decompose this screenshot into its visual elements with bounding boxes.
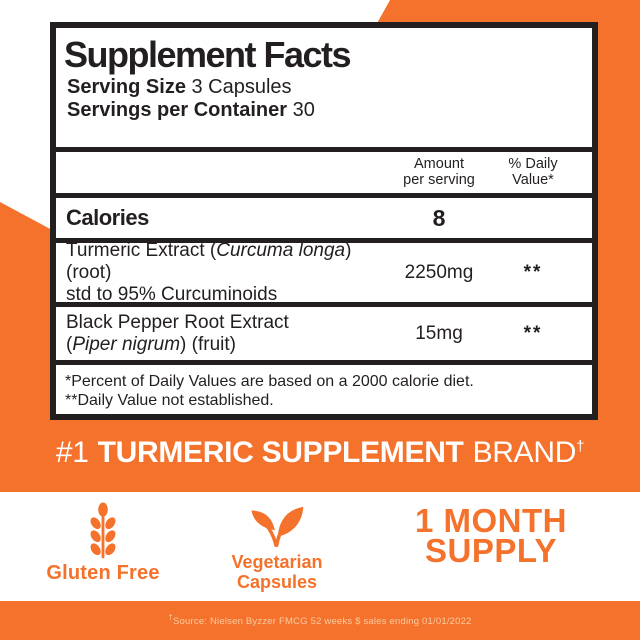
ingredient-daily-value: ** <box>523 261 543 283</box>
divider <box>56 147 592 152</box>
divider <box>56 193 592 198</box>
ingredient-daily-value: ** <box>523 322 543 344</box>
table-row-black-pepper: Black Pepper Root Extract (Piper nigrum)… <box>56 307 592 360</box>
serving-size-line: Serving Size 3 Capsules <box>64 76 582 99</box>
panel-title: Supplement Facts <box>64 34 352 75</box>
serving-size-label: Serving Size <box>67 76 186 98</box>
table-row-turmeric: Turmeric Extract (Curcuma longa) (root) … <box>56 239 592 305</box>
footnote-daily-values: *Percent of Daily Values are based on a … <box>65 373 474 390</box>
calories-label: Calories <box>66 205 149 230</box>
vegetarian-capsules-badge: Vegetarian Capsules <box>208 504 346 592</box>
banner-suffix: BRAND <box>472 436 577 469</box>
ingredient-name: Turmeric Extract (Curcuma longa) (root) … <box>66 239 352 305</box>
servings-per-container-line: Servings per Container 30 <box>64 99 582 122</box>
serving-size-value: 3 Capsules <box>191 76 292 98</box>
daily-value-column-header: % Daily Value* <box>508 156 558 188</box>
panel-header-section: Supplement Facts Serving Size 3 Capsules… <box>56 28 592 147</box>
supply-line1: 1 MONTH <box>415 502 567 539</box>
one-month-supply-badge: 1 MONTH SUPPLY <box>398 502 584 569</box>
ingredient-amount: 15mg <box>415 322 463 344</box>
divider <box>56 238 592 243</box>
footer-source-text: Source: Nielsen Byzzer FMCG 52 weeks $ s… <box>173 616 472 628</box>
supply-line2: SUPPLY <box>424 532 557 569</box>
amount-column-header: Amount per serving <box>403 156 475 188</box>
supplement-facts-panel: Supplement Facts Serving Size 3 Capsules… <box>50 22 598 420</box>
gluten-free-badge: Gluten Free <box>40 501 166 585</box>
divider <box>56 302 592 307</box>
servings-value: 30 <box>292 99 315 121</box>
footer-dagger: † <box>168 613 173 622</box>
column-headers: Amount per serving % Daily Value* <box>56 152 592 193</box>
gluten-free-label: Gluten Free <box>46 562 160 584</box>
divider <box>56 360 592 365</box>
two-leaves-icon <box>251 506 304 547</box>
footnote-not-established: **Daily Value not established. <box>65 392 274 409</box>
ingredient-amount: 2250mg <box>404 261 474 283</box>
wheat-grain-icon <box>90 502 116 559</box>
banner-dagger: † <box>576 438 585 455</box>
source-disclaimer: †Source: Nielsen Byzzer FMCG 52 weeks $ … <box>0 613 640 627</box>
brand-claim-banner: #1 TURMERIC SUPPLEMENT BRAND† <box>0 436 640 470</box>
calories-row: Calories 8 <box>56 198 592 238</box>
calories-value: 8 <box>432 204 446 231</box>
footnotes: *Percent of Daily Values are based on a … <box>56 365 592 414</box>
ingredient-name: Black Pepper Root Extract (Piper nigrum)… <box>66 311 289 355</box>
servings-label: Servings per Container <box>67 99 288 121</box>
banner-prefix: #1 <box>55 436 89 469</box>
vegetarian-capsules-label: Vegetarian Capsules <box>231 552 323 592</box>
banner-bold-text: TURMERIC SUPPLEMENT <box>97 436 464 469</box>
